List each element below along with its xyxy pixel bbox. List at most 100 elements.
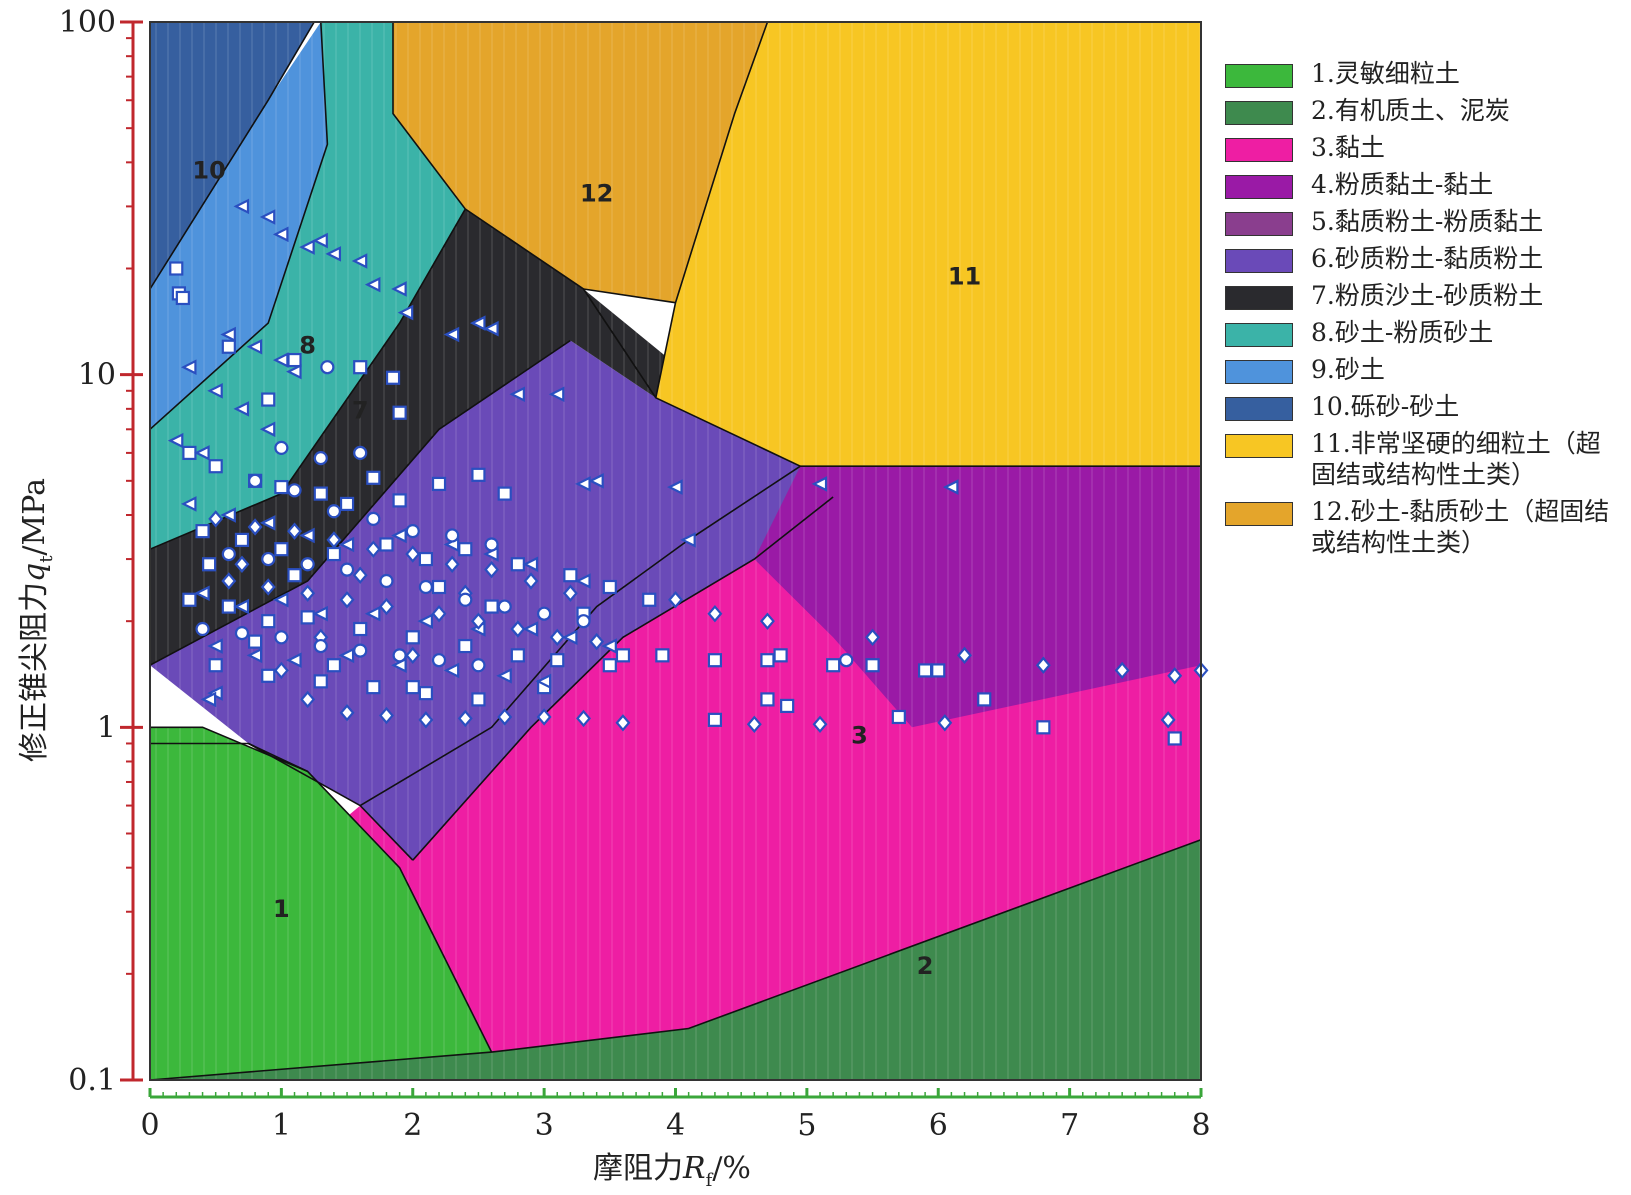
legend-swatch <box>1225 138 1293 162</box>
data-point-triangle <box>200 691 217 708</box>
data-point-diamond <box>536 708 552 726</box>
legend-item: 1.灵敏细粒土 <box>1225 58 1625 89</box>
data-point-diamond <box>562 584 578 602</box>
data-point-triangle <box>312 232 328 249</box>
data-point-diamond <box>615 714 631 732</box>
data-point-diamond <box>1160 711 1176 729</box>
data-point-square <box>655 648 670 663</box>
zone-1-label: 1 <box>273 895 290 923</box>
zone-7-region <box>150 209 801 666</box>
data-point-square <box>510 648 525 663</box>
data-point-diamond <box>549 628 565 646</box>
data-point-circle <box>392 648 407 663</box>
data-point-square <box>931 663 946 678</box>
legend-item: 4.粉质黏土-黏土 <box>1225 169 1625 200</box>
legend-label: 2.有机质土、泥炭 <box>1311 96 1510 125</box>
data-point-triangle <box>299 527 315 544</box>
data-point-circle <box>431 653 447 668</box>
plot-frame <box>149 21 1202 1081</box>
data-point-square <box>287 568 302 583</box>
data-point-triangle <box>194 585 210 602</box>
zone-2-label: 2 <box>917 952 934 980</box>
data-point-square <box>353 621 368 637</box>
zone-borders <box>149 21 1202 1081</box>
data-point-square <box>918 663 933 678</box>
data-point-square <box>458 542 473 557</box>
zone-border-7 <box>149 339 571 666</box>
data-point-square <box>760 692 775 707</box>
data-point-triangle <box>522 621 539 637</box>
data-point-diamond <box>470 612 486 630</box>
y-tick-label: 10 <box>78 358 116 393</box>
legend-swatch <box>1225 502 1293 526</box>
y-tick-label: 100 <box>59 5 116 40</box>
data-point-triangle <box>680 532 696 548</box>
data-point-diamond <box>707 605 723 623</box>
zone-border-11 <box>464 208 801 467</box>
legend-item: 2.有机质土、泥炭 <box>1225 95 1625 126</box>
data-point-triangle <box>443 326 460 343</box>
data-point-triangle <box>220 326 236 343</box>
data-point-square <box>221 339 236 354</box>
data-point-square <box>385 370 401 385</box>
zone-border-13 <box>583 288 676 304</box>
data-point-circle <box>537 606 552 621</box>
data-point-diamond <box>484 560 500 579</box>
zone-6-region <box>150 340 801 861</box>
data-point-triangle <box>575 476 591 492</box>
data-point-square <box>497 486 512 501</box>
data-point-square <box>615 648 631 663</box>
data-points <box>167 198 1209 746</box>
legend-label: 11.非常坚硬的细粒土（超固结或结构性土类） <box>1311 429 1601 489</box>
data-point-diamond <box>379 706 394 725</box>
legend-label: 9.砂土 <box>1311 355 1385 384</box>
data-point-circle <box>405 524 420 539</box>
x-axis: 0 1 2 3 4 5 6 7 8 <box>140 1088 1211 1143</box>
data-point-diamond <box>865 628 881 646</box>
zone-regions <box>150 22 1201 1080</box>
data-point-square <box>326 658 342 673</box>
data-point-diamond <box>326 531 342 549</box>
legend-swatch <box>1225 360 1293 384</box>
data-point-circle <box>458 592 473 607</box>
data-point-diamond <box>812 715 828 733</box>
data-point-square <box>707 712 723 727</box>
data-point-triangle <box>167 432 184 449</box>
data-point-circle <box>484 537 499 552</box>
data-point-square <box>1036 720 1051 735</box>
data-point-square <box>707 653 723 668</box>
data-point-diamond <box>1114 661 1130 680</box>
legend-swatch <box>1225 175 1293 199</box>
data-point-triangle <box>194 445 210 461</box>
zone-10-label: 10 <box>192 156 225 184</box>
data-point-square <box>274 479 289 495</box>
data-point-triangle <box>522 556 539 573</box>
legend-swatch <box>1225 212 1293 236</box>
data-point-diamond <box>457 709 473 728</box>
legend-swatch <box>1225 434 1293 458</box>
legend-swatch <box>1225 101 1293 125</box>
data-point-square <box>563 568 578 583</box>
data-point-diamond <box>405 545 421 563</box>
data-point-diamond <box>937 714 953 732</box>
legend-item: 6.砂质粉土-黏质粉土 <box>1225 243 1625 274</box>
data-point-square <box>484 599 499 614</box>
data-point-square <box>261 392 276 407</box>
data-point-diamond <box>746 715 762 733</box>
data-point-circle <box>313 450 328 466</box>
data-point-square <box>431 476 447 492</box>
legend-label: 5.黏质粉土-粉质黏土 <box>1311 207 1544 236</box>
data-point-diamond <box>352 566 368 584</box>
data-point-triangle <box>272 226 289 243</box>
data-point-diamond <box>957 646 972 665</box>
data-point-triangle <box>667 479 683 495</box>
data-point-square <box>405 680 420 695</box>
data-point-triangle <box>259 209 276 225</box>
data-point-square <box>313 486 328 501</box>
y-axis-title: 修正锥尖阻力qt/MPa <box>17 478 57 762</box>
zone-border-10 <box>149 21 315 290</box>
data-point-square <box>773 648 788 663</box>
data-point-triangle <box>286 652 302 668</box>
data-point-square <box>169 261 184 276</box>
data-point-circle <box>274 440 289 455</box>
